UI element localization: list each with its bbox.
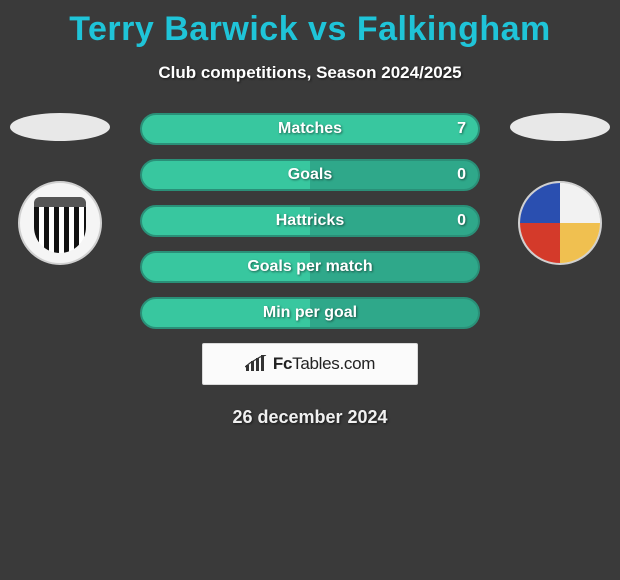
date-text: 26 december 2024 <box>0 407 620 428</box>
stat-label: Matches <box>142 120 478 138</box>
brand-logo-text: FcTables.com <box>273 354 375 374</box>
club-crest-left <box>18 181 102 265</box>
left-player-col <box>0 113 120 265</box>
comparison-panel: Matches 7 Goals 0 Hattricks 0 Goals per … <box>0 113 620 428</box>
brand-logo-box: FcTables.com <box>202 343 418 385</box>
stat-right-value: 0 <box>457 212 466 230</box>
club-crest-right <box>518 181 602 265</box>
player-left-oval <box>10 113 110 141</box>
bar-chart-icon <box>245 355 267 373</box>
stat-label: Min per goal <box>142 304 478 322</box>
page-title: Terry Barwick vs Falkingham <box>0 0 620 49</box>
stat-row-goals-per-match: Goals per match <box>140 251 480 283</box>
crest-q-br <box>560 223 600 263</box>
crest-q-bl <box>520 223 560 263</box>
crest-q-tl <box>520 183 560 223</box>
right-player-col <box>500 113 620 265</box>
stat-row-matches: Matches 7 <box>140 113 480 145</box>
stat-label: Goals per match <box>142 258 478 276</box>
stats-list: Matches 7 Goals 0 Hattricks 0 Goals per … <box>140 113 480 329</box>
crest-q-tr <box>560 183 600 223</box>
stat-row-hattricks: Hattricks 0 <box>140 205 480 237</box>
subtitle: Club competitions, Season 2024/2025 <box>0 63 620 83</box>
player-right-oval <box>510 113 610 141</box>
stat-row-goals: Goals 0 <box>140 159 480 191</box>
stat-label: Goals <box>142 166 478 184</box>
stat-label: Hattricks <box>142 212 478 230</box>
stat-right-value: 0 <box>457 166 466 184</box>
stat-row-min-per-goal: Min per goal <box>140 297 480 329</box>
stat-right-value: 7 <box>457 120 466 138</box>
